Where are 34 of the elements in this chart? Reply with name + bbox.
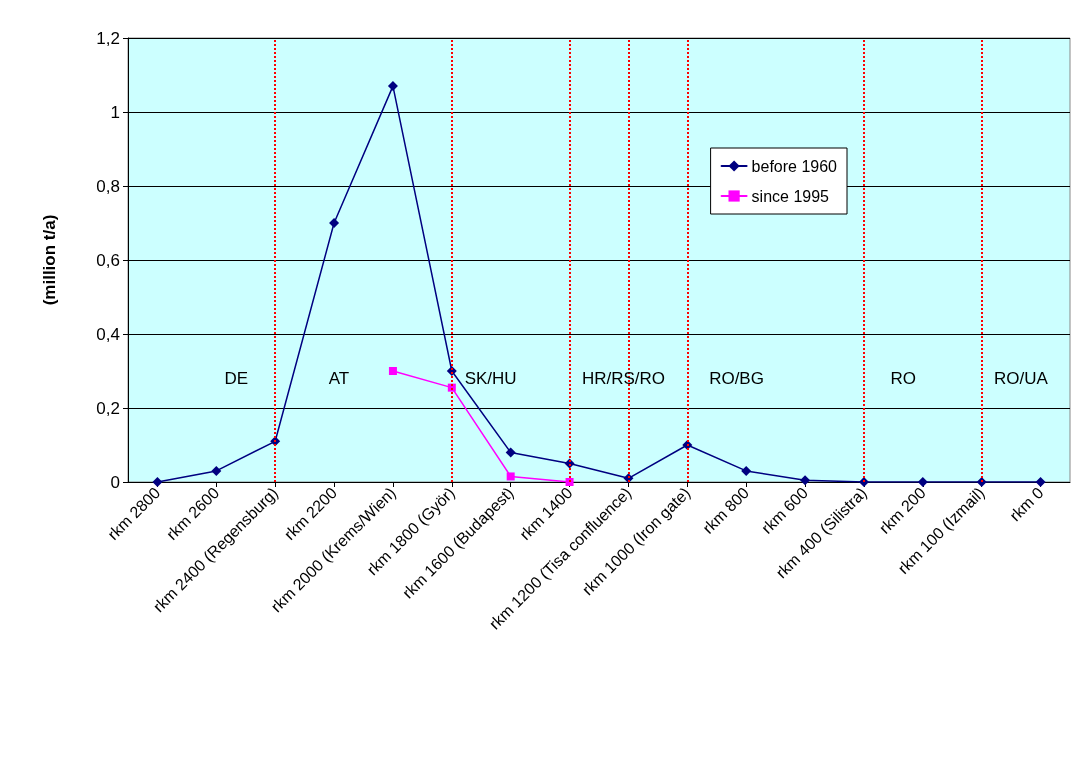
point: [800, 475, 811, 486]
annotation: AT: [328, 368, 350, 388]
point: [858, 477, 869, 487]
y-tick-label: 0,8: [96, 176, 120, 196]
annotation: HR/RS/RO: [581, 368, 666, 388]
point: [976, 477, 987, 487]
point: [505, 447, 516, 458]
point: [388, 367, 397, 375]
y-tick-label: 0: [110, 472, 120, 492]
y-axis-title: (million t/a): [40, 214, 59, 306]
annotation: RO/UA: [994, 368, 1049, 388]
x-tick-label: rkm 800: [699, 483, 753, 537]
y-tick-label: 1,2: [96, 28, 120, 48]
y-tick-label: 0,2: [96, 398, 120, 418]
y-tick-label: 1: [110, 102, 120, 122]
legend-label: since 1995: [751, 187, 830, 205]
point: [387, 81, 398, 92]
point: [565, 478, 574, 486]
annotation: SK/HU: [464, 368, 517, 388]
y-tick-label: 0,6: [96, 250, 120, 270]
x-tick-label: rkm 0: [1006, 483, 1047, 525]
annotation: RO: [890, 368, 917, 388]
legend-label: before 1960: [751, 157, 838, 175]
point: [506, 472, 515, 481]
point: [152, 477, 163, 487]
point: [741, 465, 752, 476]
point: [211, 465, 222, 476]
annotation: RO/BG: [709, 368, 764, 388]
annotation: DE: [224, 368, 249, 388]
point: [329, 218, 340, 228]
x-tick-label: rkm 600: [758, 483, 812, 537]
y-tick-label: 0,4: [96, 324, 120, 344]
point: [1035, 477, 1046, 487]
point: [917, 477, 928, 487]
